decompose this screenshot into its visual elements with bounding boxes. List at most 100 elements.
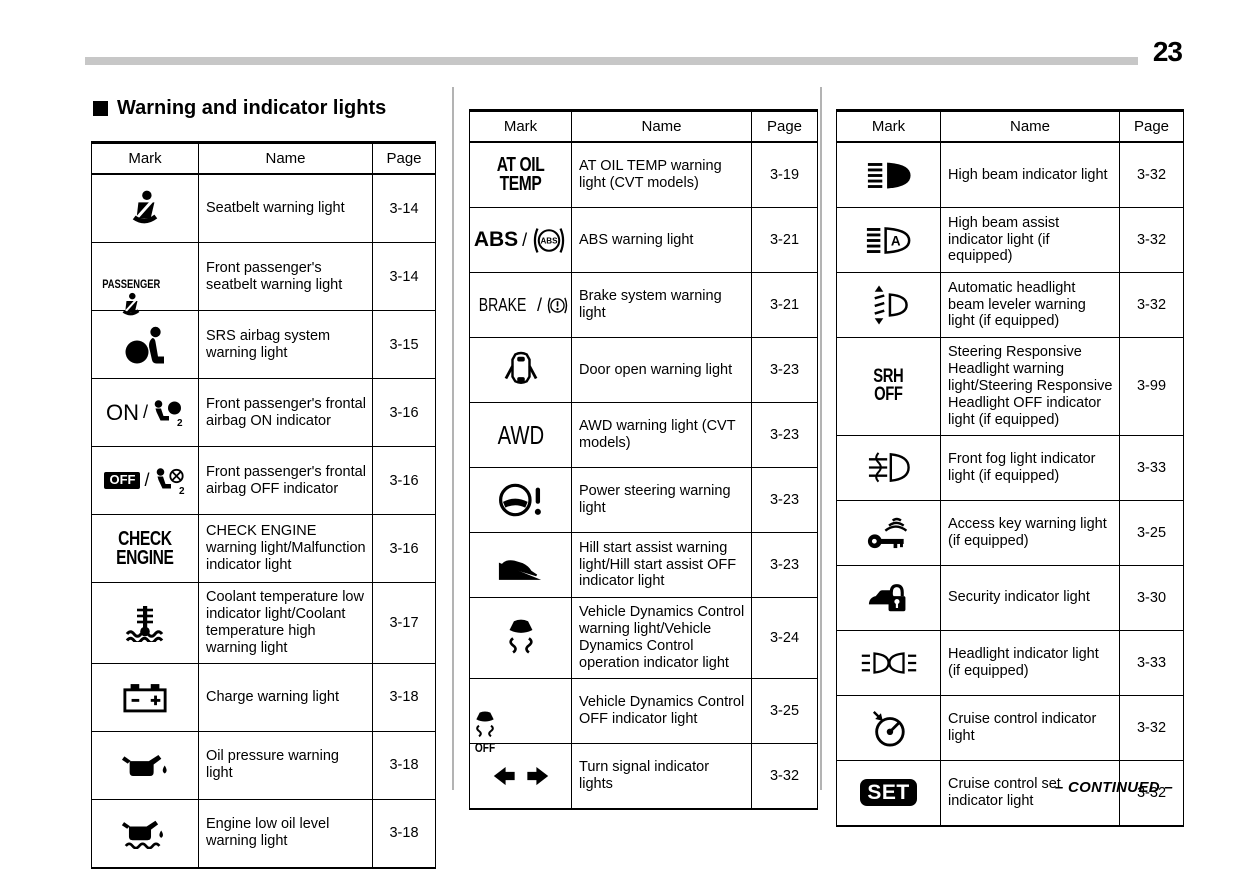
power-steering-icon [499,482,543,518]
page-ref: 3-18 [372,798,436,869]
table-row: AT OIL TEMP AT OIL TEMP warning light (CVT… [469,141,818,208]
front-fog-light-icon [867,452,911,483]
brake-circle-icon [546,291,569,320]
mark-cell: OFF / [91,446,199,515]
table-header-mark: Mark [469,110,572,143]
high-beam-assist-icon [865,226,913,255]
section-title-text: Warning and indicator lights [117,97,387,119]
seatbelt-icon [120,292,142,319]
page-ref: 3-14 [372,242,436,311]
mark-text: BRAKE [478,294,527,315]
light-name: ABS warning light [571,207,752,273]
table-row: AWD AWD warning light (CVT models) 3-23 [469,402,818,468]
mark-text: / [144,470,150,490]
light-name: Oil pressure warning light [198,730,373,800]
mark-text-line: ENGINE [116,546,174,569]
page-ref: 3-23 [751,402,818,468]
light-name: AT OIL TEMP warning light (CVT models) [571,141,752,208]
section-bullet-square-icon [93,101,108,116]
table-row: Cruise control indicator light 3-32 [836,694,1184,761]
mark-text: AT OIL TEMP [497,155,545,194]
table-header-page: Page [1119,110,1184,143]
abs-circle-icon [531,226,567,255]
mark-cell [469,467,572,533]
table-row: Headlight indicator light (if equipped) 3… [836,629,1184,696]
page-ref: 3-17 [372,582,436,664]
table-row: Engine low oil level warning light 3-18 [91,798,436,869]
table-row: Coolant temperature low indicator light/… [91,582,436,664]
page-ref: 3-32 [1119,694,1184,761]
table-row: Seatbelt warning light 3-14 [91,173,436,243]
page-ref: 3-16 [372,514,436,583]
page-number: 23 [1152,36,1183,67]
table-row: ON / Front passenger's frontal airbag ON i… [91,378,436,447]
light-name: Automatic headlight beam leveler warning… [940,272,1120,338]
table-row: Oil pressure warning light 3-18 [91,730,436,800]
mark-cell [836,694,941,761]
vdc-icon [473,711,497,739]
page-ref: 3-19 [751,141,818,208]
section-title: Warning and indicator lights [93,97,424,120]
light-name: Power steering warning light [571,467,752,533]
table-row: ABS / ABS warning light 3-21 [469,207,818,273]
mark-text: PASSENGER [102,276,161,291]
table-row: Front fog light indicator light (if equi… [836,434,1184,501]
airbag-icon [125,326,165,364]
mark-text: AWD [497,419,544,450]
table-row: Vehicle Dynamics Control warning light/V… [469,597,818,679]
continued-label: – CONTINUED – [1054,779,1173,796]
mark-text: SRH OFF [873,367,904,404]
table-row: Power steering warning light 3-23 [469,467,818,533]
mark-cell [91,173,199,243]
mark-cell [836,629,941,696]
page-ref: 3-33 [1119,629,1184,696]
table-row: SET Cruise control set indicator light 3-3… [836,759,1184,827]
table-row: SRS airbag system warning light 3-15 [91,310,436,379]
table-header-name: Name [198,142,373,175]
light-name: Front passenger's frontal airbag ON indi… [198,378,373,447]
page-ref: 3-30 [1119,564,1184,631]
page-ref: 3-21 [751,207,818,273]
page-ref: 3-16 [372,446,436,515]
page-ref: 3-16 [372,378,436,447]
page-ref: 3-18 [372,730,436,800]
light-name: High beam indicator light [940,141,1120,208]
table-header-row: Mark Name Page [91,142,436,175]
mark-text-line: CHECK [118,527,172,550]
page-ref: 3-14 [372,173,436,243]
table-row: SRH OFF Steering Responsive Headlight warn… [836,337,1184,436]
table-header-page: Page [751,110,818,143]
table-header-mark: Mark [91,142,199,175]
battery-icon [122,681,168,714]
page-ref: 3-23 [751,532,818,598]
mark-cell: AT OIL TEMP [469,141,572,208]
light-name: Seatbelt warning light [198,173,373,243]
high-beam-icon [866,161,912,190]
mark-cell [91,798,199,869]
mark-cell [469,742,572,810]
table-header-row: Mark Name Page [469,110,818,143]
page-ref: 3-32 [751,742,818,810]
table-header-mark: Mark [836,110,941,143]
mark-cell [91,730,199,800]
mark-cell [836,499,941,566]
table-row: Automatic headlight beam leveler warning… [836,272,1184,338]
mark-text: / [522,229,528,250]
mark-cell [836,434,941,501]
warning-lights-table-3: Mark Name Page High beam indicator light… [836,109,1184,827]
door-open-icon [504,351,538,389]
table-row: Door open warning light 3-23 [469,337,818,403]
page-ref: 3-23 [751,467,818,533]
column-separator [452,87,454,790]
page-ref: 3-18 [372,662,436,732]
coolant-temperature-icon [124,604,166,642]
column-3: Mark Name Page High beam indicator light… [836,109,1184,827]
table-header-row: Mark Name Page [836,110,1184,143]
light-name: Charge warning light [198,662,373,732]
mark-cell: BRAKE / [469,272,572,338]
table-row: Access key warning light (if equipped) 3-… [836,499,1184,566]
mark-cell [836,207,941,273]
page-ref: 3-15 [372,310,436,379]
page-ref: 3-33 [1119,434,1184,501]
vdc-icon [505,619,537,656]
